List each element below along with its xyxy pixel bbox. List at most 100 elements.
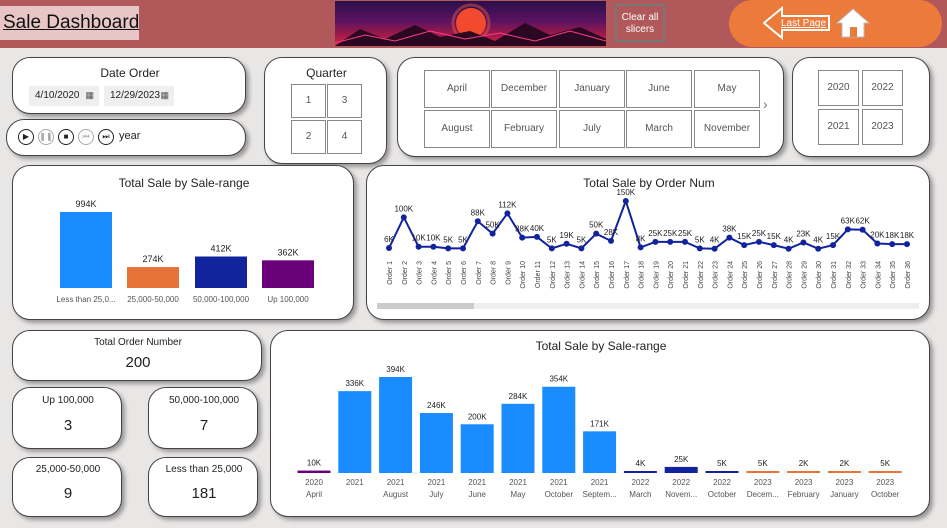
end-date-value: 12/29/2023: [110, 90, 161, 101]
category-label-year: 2021: [346, 478, 364, 487]
month-option-march[interactable]: March: [626, 110, 692, 148]
data-label: 362K: [277, 247, 298, 257]
category-label-year: 2022: [713, 478, 731, 487]
bar: [787, 471, 821, 473]
category-label-year: 2023: [754, 478, 772, 487]
last-page-button[interactable]: Last Page: [781, 18, 827, 29]
data-point: [859, 226, 866, 233]
end-date-input[interactable]: 12/29/2023 ▦: [104, 86, 174, 106]
category-label-month: Novem...: [665, 490, 697, 499]
order-num-chart-card: Total Sale by Order Num 6K Order 1 100K Ord…: [366, 165, 930, 320]
data-label: 40K: [530, 224, 545, 233]
category-label-year: 2022: [672, 478, 690, 487]
data-label: 10K: [411, 234, 426, 243]
category-label: Order 4: [431, 261, 438, 285]
pause-icon[interactable]: ❚❚: [38, 129, 54, 145]
calendar-icon[interactable]: ▦: [160, 90, 169, 100]
category-label: Up 100,000: [267, 295, 309, 304]
category-label: Order 11: [535, 261, 542, 288]
data-label: 6K: [384, 235, 394, 244]
month-option-may[interactable]: May: [694, 70, 760, 108]
data-point: [445, 245, 452, 252]
month-slicer-card: April December January June May August F…: [397, 57, 784, 157]
data-point: [741, 242, 748, 249]
play-icon[interactable]: ▶: [18, 129, 34, 145]
data-label: 5K: [443, 235, 453, 244]
year-option-2020[interactable]: 2020: [818, 70, 859, 106]
previous-icon[interactable]: ⏮: [78, 129, 94, 145]
month-option-december[interactable]: December: [491, 70, 557, 108]
data-label: 200K: [468, 412, 487, 421]
data-label: 2K: [799, 459, 809, 468]
data-label: 274K: [142, 254, 163, 264]
quarter-option-2[interactable]: 2: [291, 120, 326, 154]
category-label: 50,000-100,000: [193, 295, 250, 304]
data-label: 8K: [636, 234, 646, 243]
data-label: 10K: [426, 234, 441, 243]
quarter-option-3[interactable]: 3: [327, 84, 362, 118]
category-label-month: April: [306, 490, 322, 499]
start-date-input[interactable]: 4/10/2020 ▦: [29, 86, 99, 106]
month-option-june[interactable]: June: [626, 70, 692, 108]
category-label-year: 2021: [550, 478, 568, 487]
data-label: 25K: [678, 229, 693, 238]
data-label: 284K: [509, 392, 528, 401]
bar: [297, 470, 331, 473]
calendar-icon[interactable]: ▦: [85, 90, 94, 100]
quarter-option-1[interactable]: 1: [291, 84, 326, 118]
month-option-july[interactable]: July: [559, 110, 625, 148]
data-label: 19K: [559, 231, 574, 240]
data-label: 28K: [604, 228, 619, 237]
category-label: Order 33: [861, 261, 868, 289]
year-slicer-card: 2020 2022 2021 2023: [792, 57, 930, 157]
stop-icon[interactable]: ■: [58, 129, 74, 145]
kpi-value: 7: [199, 417, 209, 434]
month-option-april[interactable]: April: [424, 70, 490, 108]
month-option-january[interactable]: January: [559, 70, 625, 108]
data-label: 5K: [695, 235, 705, 244]
category-label-month: February: [788, 490, 820, 499]
bar: [664, 466, 698, 473]
sale-by-month-chart-card: Total Sale by Sale-range 10K 2020 April 336…: [270, 330, 930, 517]
kpi-label: 50,000-100,000: [168, 395, 240, 406]
year-option-2022[interactable]: 2022: [862, 70, 903, 106]
month-option-february[interactable]: February: [491, 110, 557, 148]
category-label: Order 3: [417, 261, 424, 285]
date-order-card: Date Order 4/10/2020 ▦ 12/29/2023 ▦: [12, 57, 246, 114]
kpi-label: 25,000-50,000: [35, 464, 101, 475]
data-label: 15K: [767, 232, 782, 241]
category-label: Order 32: [846, 261, 853, 289]
category-label: Order 16: [609, 261, 616, 289]
month-option-november[interactable]: November: [694, 110, 760, 148]
category-label: 25,000-50,000: [127, 295, 179, 304]
back-arrow-icon[interactable]: [763, 5, 833, 41]
data-label: 5K: [577, 235, 587, 244]
month-option-august[interactable]: August: [424, 110, 490, 148]
year-option-2021[interactable]: 2021: [818, 109, 859, 145]
category-label-year: 2021: [591, 478, 609, 487]
category-label: Order 29: [801, 261, 808, 289]
scrollbar-thumb[interactable]: [377, 303, 474, 309]
data-label: 25K: [648, 229, 663, 238]
data-point: [608, 237, 614, 244]
next-icon[interactable]: ⏭: [98, 129, 114, 145]
bar: [460, 424, 494, 473]
year-option-2023[interactable]: 2023: [862, 109, 903, 145]
home-icon[interactable]: [836, 8, 870, 38]
category-label: Order 24: [727, 261, 734, 289]
chevron-right-icon[interactable]: ›: [763, 96, 768, 112]
data-point: [548, 245, 555, 252]
category-label-month: October: [708, 490, 737, 499]
kpi-label: Total Order Number: [94, 337, 182, 348]
category-label-year: 2021: [428, 478, 446, 487]
data-label: 38K: [722, 225, 737, 234]
kpi-lt25k-card: Less than 25,000 181: [148, 457, 258, 517]
data-point: [415, 243, 422, 250]
kpi-50-100k-card: 50,000-100,000 7: [148, 387, 258, 449]
clear-slicers-button[interactable]: Clear all slicers: [615, 4, 665, 42]
data-label: 2K: [840, 459, 850, 468]
quarter-option-4[interactable]: 4: [327, 120, 362, 154]
kpi-value: 3: [63, 417, 73, 434]
scrollbar-track[interactable]: [377, 303, 919, 309]
data-label: 394K: [386, 365, 405, 374]
